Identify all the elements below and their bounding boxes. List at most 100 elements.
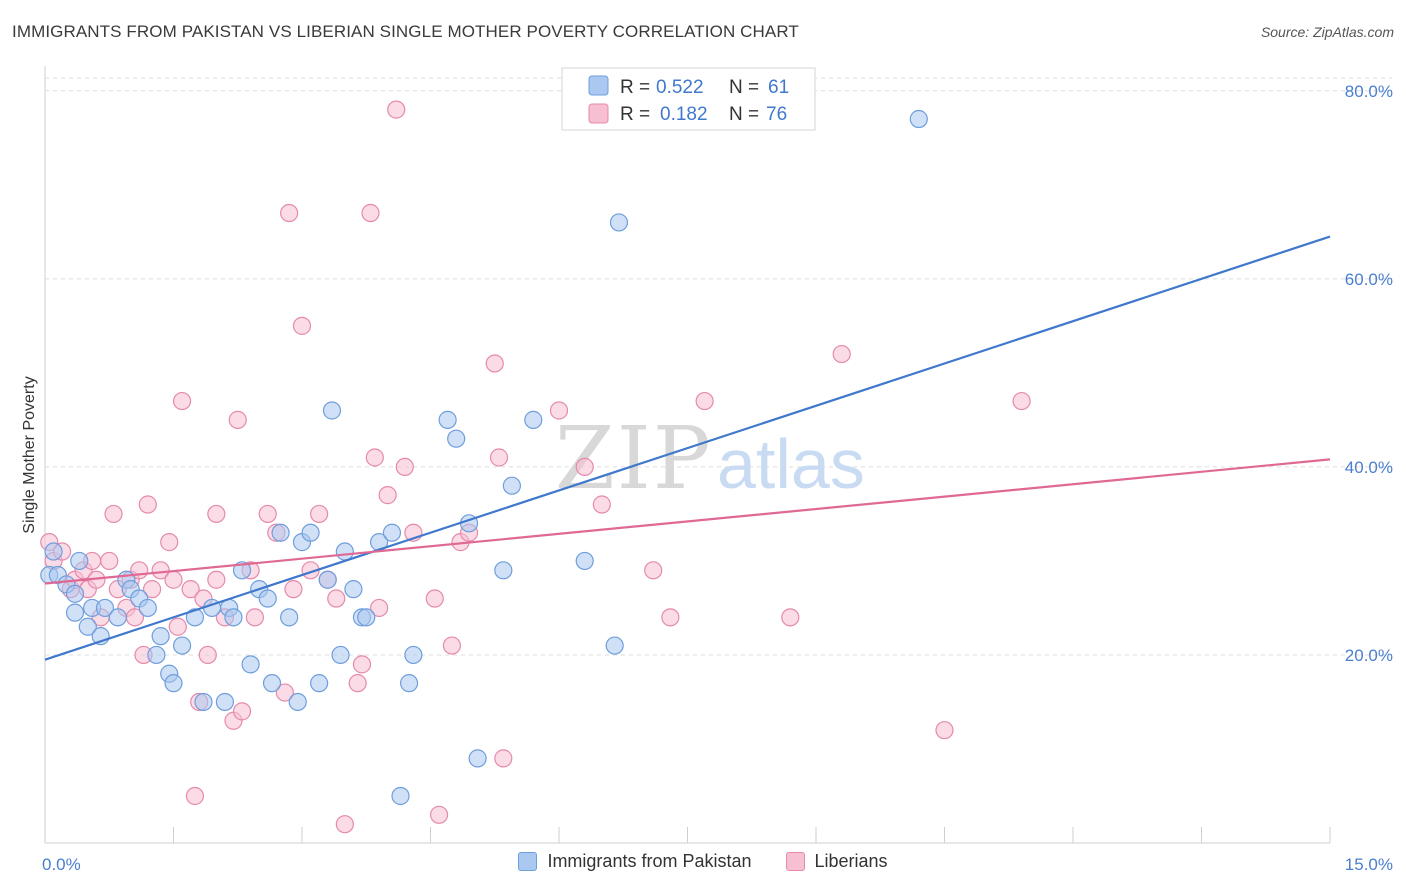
point-liberians-34: [245, 608, 264, 627]
point-pakistan-45: [382, 523, 402, 542]
point-pakistan-25: [224, 608, 243, 627]
legend-item-liberians: Liberians: [785, 851, 888, 872]
point-pakistan-52: [468, 749, 487, 768]
point-liberians-63: [575, 457, 594, 477]
y-tick-label-2: 60.0%: [1345, 270, 1393, 289]
point-liberians-64: [592, 495, 611, 514]
point-liberians-38: [280, 203, 299, 223]
legend-n-label-1: N =: [729, 77, 759, 98]
point-pakistan-37: [318, 570, 337, 589]
legend-r-value-1: 0.522: [656, 77, 704, 98]
y-tick-label-0: 20.0%: [1345, 646, 1393, 665]
trend-line-liberians: [44, 458, 1331, 585]
point-liberians-61: [494, 749, 513, 768]
point-pakistan-50: [447, 429, 466, 448]
source-label: Source: ZipAtlas.com: [1260, 24, 1394, 40]
point-liberians-60: [489, 448, 509, 467]
point-liberians-45: [348, 674, 367, 693]
point-pakistan-36: [310, 674, 329, 693]
point-pakistan-43: [357, 608, 376, 627]
point-pakistan-14: [138, 598, 157, 618]
point-liberians-23: [181, 580, 200, 599]
point-pakistan-4: [70, 551, 89, 571]
point-liberians-54: [425, 589, 444, 608]
x-tick-label-0: 0.0%: [42, 855, 81, 874]
point-liberians-16: [138, 495, 157, 514]
point-pakistan-21: [194, 692, 213, 712]
legend-swatch-pink: [588, 103, 609, 124]
point-liberians-9: [100, 551, 119, 571]
watermark-zip: ZIP: [555, 409, 713, 509]
point-liberians-39: [284, 580, 303, 599]
point-pakistan-3: [65, 584, 85, 603]
point-pakistan-8: [95, 598, 115, 618]
point-pakistan-31: [271, 523, 290, 542]
point-liberians-27: [198, 645, 217, 665]
point-pakistan-58: [609, 213, 629, 232]
x-tick-label-1: 15.0%: [1345, 855, 1393, 874]
point-pakistan-60: [44, 542, 63, 561]
point-pakistan-27: [241, 655, 260, 674]
point-pakistan-30: [262, 674, 282, 693]
point-liberians-24: [185, 786, 205, 806]
point-liberians-48: [365, 448, 384, 467]
watermark: ZIP atlas: [555, 409, 865, 509]
legend-label-pakistan: Immigrants from Pakistan: [547, 851, 752, 871]
point-liberians-28: [207, 504, 226, 524]
axes: [44, 66, 1331, 844]
point-pakistan-41: [344, 580, 363, 599]
point-pakistan-6: [78, 617, 97, 636]
point-liberians-32: [232, 702, 252, 721]
point-pakistan-53: [494, 561, 513, 580]
trend-lines: [44, 235, 1331, 661]
point-pakistan-19: [172, 636, 192, 655]
series-pakistan-points: [40, 109, 928, 806]
point-liberians-19: [160, 533, 179, 552]
point-liberians-47: [361, 203, 380, 223]
point-liberians-51: [387, 100, 406, 119]
point-liberians-20: [164, 570, 183, 589]
point-liberians-67: [695, 391, 714, 411]
point-liberians-40: [292, 316, 312, 335]
point-pakistan-33: [288, 692, 307, 712]
legend-r-label-1: R =: [620, 77, 650, 98]
page-title: IMMIGRANTS FROM PAKISTAN VS LIBERIAN SIN…: [12, 22, 799, 41]
correlation-legend: R = 0.522 N = 61 R = 0.182 N = 76: [561, 67, 816, 131]
point-liberians-44: [335, 815, 354, 834]
tick-labels: 20.0% 40.0% 60.0% 80.0% 0.0% 15.0%: [42, 82, 1393, 874]
point-pakistan-38: [322, 401, 342, 420]
point-liberians-42: [310, 504, 329, 524]
point-pakistan-5: [65, 603, 85, 622]
point-liberians-69: [832, 344, 851, 364]
point-liberians-62: [549, 401, 569, 420]
point-liberians-18: [151, 561, 170, 580]
point-pakistan-49: [438, 410, 457, 429]
point-liberians-10: [104, 504, 123, 524]
point-pakistan-29: [258, 589, 277, 608]
point-liberians-43: [327, 589, 346, 608]
point-pakistan-18: [164, 674, 183, 693]
point-liberians-37: [275, 683, 294, 702]
point-pakistan-10: [108, 608, 127, 627]
legend-n-value-1: 61: [768, 77, 789, 98]
point-pakistan-40: [335, 542, 354, 561]
point-liberians-22: [172, 391, 192, 411]
legend-n-value-2: 76: [766, 104, 787, 125]
point-pakistan-47: [399, 674, 419, 693]
trend-line-pakistan: [44, 235, 1331, 661]
point-liberians-46: [352, 655, 372, 674]
point-pakistan-57: [605, 636, 624, 655]
point-pakistan-56: [575, 551, 594, 571]
series-legend: Immigrants from Pakistan Liberians: [0, 851, 1406, 872]
point-pakistan-23: [215, 692, 234, 712]
legend-r-label-2: R =: [620, 104, 650, 125]
point-pakistan-48: [404, 645, 423, 665]
point-pakistan-46: [391, 786, 410, 806]
point-liberians-56: [442, 636, 462, 655]
point-liberians-55: [429, 805, 449, 824]
legend-n-label-2: N =: [729, 104, 759, 125]
point-liberians-68: [781, 608, 800, 627]
legend-swatch-blue: [588, 75, 609, 96]
point-pakistan-39: [331, 645, 350, 665]
